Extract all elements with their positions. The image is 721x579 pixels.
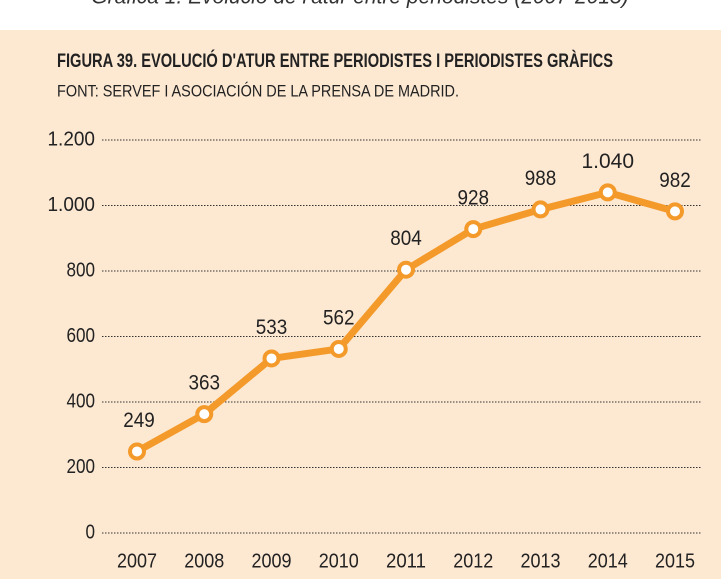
y-tick-label: 800 <box>67 259 96 281</box>
marker <box>195 405 214 424</box>
marker <box>329 339 348 358</box>
y-tick-label: 1.000 <box>48 194 96 216</box>
background <box>0 30 721 579</box>
data-label: 562 <box>323 306 355 329</box>
data-label: 988 <box>525 167 557 190</box>
data-label: 804 <box>390 227 422 250</box>
marker <box>128 442 146 461</box>
caption: Gràfica 1. Evolució de l'atur entre peri… <box>91 0 628 9</box>
marker <box>464 220 483 239</box>
x-tick-label: 2013 <box>521 550 561 572</box>
y-tick-label: 200 <box>67 456 96 478</box>
y-tick-label: 400 <box>67 390 96 412</box>
marker <box>262 349 281 368</box>
y-tick-label: 1.200 <box>48 128 96 150</box>
x-tick-label: 2009 <box>252 550 292 572</box>
chart-subtitle: FONT: SERVEF I ASOCIACIÓN DE LA PRENSA D… <box>57 81 459 100</box>
x-tick-label: 2008 <box>184 550 224 572</box>
x-tick-label: 2015 <box>655 550 695 572</box>
x-tick-label: 2012 <box>453 550 493 572</box>
data-label: 982 <box>659 169 691 192</box>
chart-title: FIGURA 39. EVOLUCIÓ D'ATUR ENTRE PERIODI… <box>57 50 613 72</box>
data-label: 1.040 <box>582 150 635 173</box>
marker <box>598 183 617 202</box>
data-label: 249 <box>123 409 155 432</box>
y-tick-label: 600 <box>67 325 96 347</box>
x-tick-label: 2011 <box>386 550 426 572</box>
marker <box>531 200 550 219</box>
y-tick-label: 0 <box>86 521 96 543</box>
x-tick-label: 2014 <box>588 550 628 572</box>
marker <box>666 202 684 221</box>
x-tick-label: 2007 <box>117 550 157 572</box>
data-label: 928 <box>458 187 490 210</box>
data-label: 533 <box>256 316 288 339</box>
marker <box>397 260 415 279</box>
data-label: 363 <box>189 372 221 395</box>
x-tick-label: 2010 <box>319 550 359 572</box>
